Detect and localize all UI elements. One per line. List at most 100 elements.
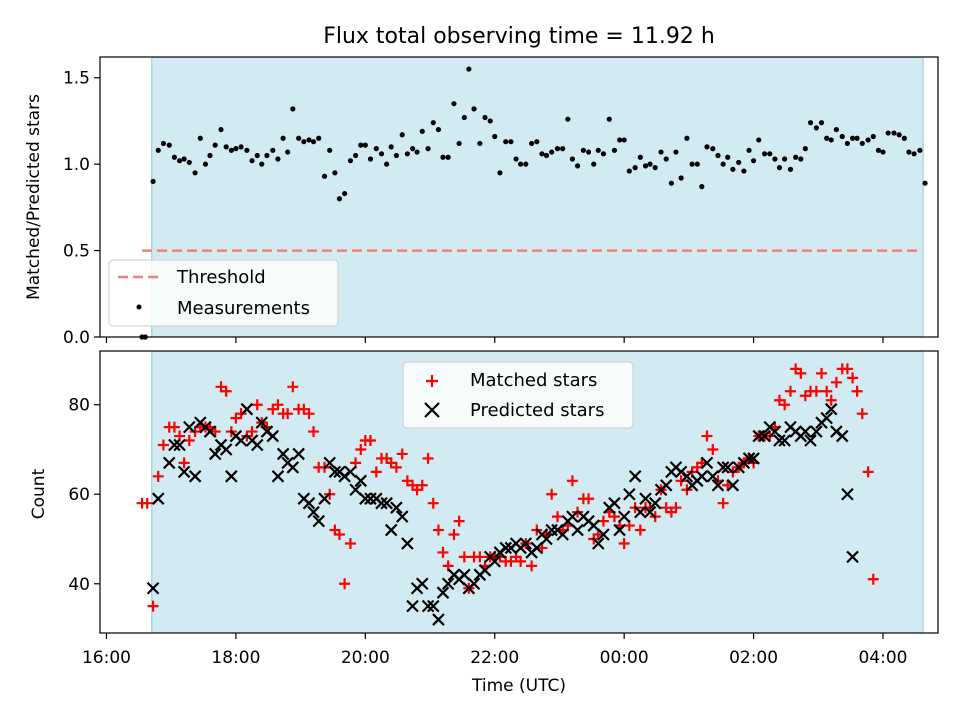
matched-star-point [717, 497, 729, 509]
measurement-point [802, 146, 808, 152]
measurement-point [264, 152, 270, 159]
time-x-axis: 16:00 18:00 20:00 22:00 00:00 02:00 04:00 [82, 633, 907, 668]
measurement-point [807, 120, 814, 126]
measurement-point [233, 146, 239, 152]
predicted-star-point [643, 505, 657, 519]
predicted-star-point [810, 425, 823, 438]
measurement-point [280, 135, 286, 141]
count-panel: 40 60 80 16:00 18:00 20:00 22:00 00:00 02:00 04:… [29, 350, 939, 696]
predicted-star-point [406, 599, 419, 613]
measurement-point [414, 149, 420, 155]
matched-star-point [437, 546, 449, 558]
measurement-point [720, 161, 726, 167]
measurement-point [409, 146, 416, 152]
measurement-point [725, 154, 731, 160]
measurement-point [787, 166, 794, 172]
matched-star-point [856, 408, 868, 420]
measurement-point [818, 120, 825, 126]
predicted-star-point [628, 470, 642, 483]
matched-star-point [474, 551, 486, 563]
measurement-point [715, 152, 721, 159]
measurement-point [891, 130, 897, 136]
measurement-point [254, 152, 260, 159]
count-legend: Matched stars Predicted stars [402, 361, 634, 429]
measurement-point [249, 158, 255, 164]
matched-star-point [546, 488, 558, 500]
matched-star-point [282, 408, 294, 420]
ratio-y-axis: 0.0 0.5 1.0 1.5 [63, 69, 100, 348]
predicted-star-point [835, 429, 849, 443]
matched-star-point [333, 529, 345, 541]
measurement-point [399, 132, 405, 138]
measurement-point [301, 139, 307, 145]
predicted-star-point [234, 434, 248, 447]
ratio-panel-frame [99, 56, 939, 338]
matched-star-point [779, 399, 791, 411]
matched-star-point [515, 555, 527, 567]
predicted-star-point [659, 479, 673, 492]
measurement-point [595, 147, 601, 153]
predicted-star-point [458, 568, 471, 582]
measurement-point [181, 156, 187, 162]
measurement-point [606, 116, 612, 122]
matched-star-point [552, 511, 564, 523]
matched-star-point [618, 537, 630, 549]
predicted-star-point [359, 492, 372, 505]
matched-star-point [816, 367, 828, 379]
matched-star-point [178, 457, 190, 469]
predicted-star-point [608, 496, 621, 510]
measurement-point [611, 147, 618, 153]
measurement-point [347, 158, 354, 164]
count-panel-frame [99, 350, 939, 634]
measurement-point [652, 165, 658, 171]
measurement-point [238, 144, 244, 150]
measurement-point [922, 180, 928, 186]
matched-star-point [390, 461, 402, 473]
predicted-star-point [680, 470, 694, 483]
predicted-star-point [188, 470, 202, 483]
measurement-point [678, 175, 684, 181]
predicted-star-point [488, 555, 502, 568]
measurement-point [642, 163, 649, 169]
measurement-point [440, 154, 446, 160]
measurement-point [911, 151, 917, 157]
predicted-star-point [530, 541, 544, 555]
measurement-point [736, 159, 742, 166]
measurement-point [569, 156, 575, 162]
measurement-point [384, 161, 390, 167]
matched-star-point [583, 493, 595, 505]
x-tick-label: 02:00 [729, 648, 778, 668]
predicted-star-point [499, 541, 513, 555]
predicted-star-point [742, 452, 756, 465]
predicted-star-point [162, 456, 176, 470]
measurement-point [746, 147, 752, 153]
predicted-star-point [706, 470, 720, 483]
matched-star-point [851, 385, 863, 397]
predicted-star-point [323, 456, 336, 470]
matched-star-point [841, 363, 853, 375]
measurement-point [844, 140, 851, 147]
measurements-legend-swatch [136, 304, 142, 310]
measurement-point [694, 161, 700, 167]
predicted-star-point [639, 492, 652, 505]
predicted-star-point [292, 447, 305, 461]
threshold-legend-label: Threshold [176, 267, 266, 288]
measurement-point [275, 156, 281, 162]
predicted-star-point [302, 496, 316, 510]
predicted-star-point [758, 429, 771, 443]
measurement-point [393, 152, 399, 159]
predicted-star-point [613, 523, 626, 537]
measurement-point [466, 66, 472, 72]
matched-legend-swatch [426, 375, 438, 387]
matched-star-point [825, 394, 837, 406]
measurement-point [767, 151, 773, 157]
predicted-star-point [623, 487, 636, 501]
matched-star-point [370, 466, 382, 478]
measurement-point [513, 156, 519, 162]
predicted-star-point [183, 420, 196, 434]
predicted-star-point [841, 487, 854, 501]
predicted-star-point [286, 461, 300, 474]
measurement-point [477, 140, 483, 147]
measurement-point [600, 151, 607, 157]
measurement-point [710, 146, 716, 152]
